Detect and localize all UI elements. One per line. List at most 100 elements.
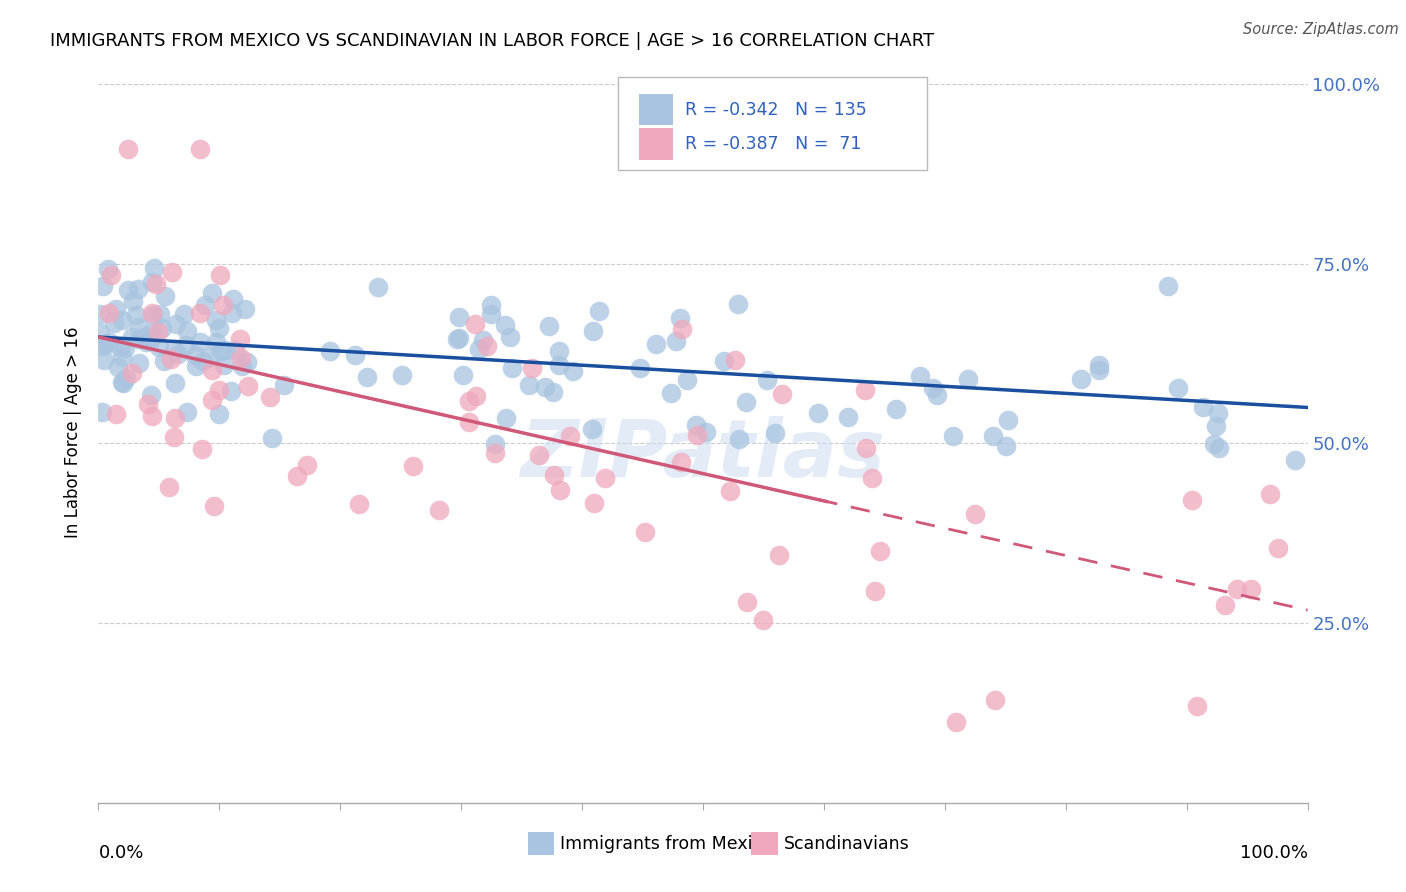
Text: Source: ZipAtlas.com: Source: ZipAtlas.com: [1243, 22, 1399, 37]
Point: [807, 406, 830, 420]
Point: [163, 376, 186, 390]
Point: [212, 298, 235, 312]
Point: [942, 429, 965, 443]
Text: R = -0.342   N = 135: R = -0.342 N = 135: [685, 101, 866, 119]
Point: [768, 548, 790, 562]
Point: [163, 430, 186, 444]
Text: Immigrants from Mexico: Immigrants from Mexico: [561, 835, 773, 853]
Point: [686, 427, 709, 442]
Point: [465, 389, 488, 403]
Point: [676, 373, 699, 387]
Point: [669, 310, 692, 325]
Point: [634, 525, 657, 540]
Point: [201, 363, 224, 377]
Text: ZIPatlas: ZIPatlas: [520, 416, 886, 494]
Point: [671, 455, 693, 469]
Point: [141, 409, 163, 424]
Point: [458, 415, 481, 429]
Point: [494, 318, 516, 332]
Point: [1157, 279, 1180, 293]
FancyBboxPatch shape: [638, 128, 673, 160]
Point: [1070, 372, 1092, 386]
Point: [139, 334, 162, 348]
Point: [273, 378, 295, 392]
Point: [522, 361, 544, 376]
Point: [983, 429, 1005, 443]
Point: [94, 338, 117, 352]
Point: [1185, 698, 1208, 713]
Point: [735, 595, 758, 609]
Point: [560, 429, 582, 443]
Point: [1088, 358, 1111, 372]
Point: [90, 339, 112, 353]
Point: [165, 317, 187, 331]
Point: [201, 392, 224, 407]
Point: [1205, 419, 1227, 434]
Point: [111, 376, 134, 391]
Point: [139, 326, 162, 340]
Point: [142, 309, 165, 323]
Point: [127, 282, 149, 296]
Point: [581, 421, 603, 435]
Point: [231, 351, 253, 366]
Point: [229, 332, 252, 346]
Point: [209, 268, 232, 283]
Point: [98, 306, 121, 320]
Point: [160, 265, 183, 279]
Point: [157, 480, 180, 494]
Point: [1206, 405, 1229, 419]
Point: [219, 384, 242, 398]
Point: [1226, 582, 1249, 597]
Point: [763, 426, 786, 441]
Point: [163, 410, 186, 425]
Point: [645, 337, 668, 351]
Point: [202, 500, 225, 514]
Point: [105, 407, 128, 421]
Point: [212, 358, 235, 372]
Point: [723, 352, 745, 367]
Point: [236, 355, 259, 369]
Point: [695, 425, 717, 439]
Point: [128, 320, 150, 334]
Point: [537, 319, 560, 334]
Point: [145, 277, 167, 291]
Point: [727, 297, 749, 311]
Point: [534, 380, 557, 394]
Point: [209, 343, 232, 358]
Point: [89, 326, 111, 341]
Text: 0.0%: 0.0%: [98, 844, 143, 862]
Point: [548, 344, 571, 359]
Point: [884, 402, 907, 417]
Point: [91, 279, 114, 293]
Point: [318, 344, 340, 359]
Point: [562, 363, 585, 377]
Point: [141, 306, 163, 320]
Point: [159, 351, 181, 366]
Point: [860, 471, 883, 485]
Point: [995, 439, 1018, 453]
Point: [869, 544, 891, 558]
Point: [191, 353, 214, 368]
Point: [173, 307, 195, 321]
Point: [200, 351, 222, 365]
Point: [1202, 437, 1225, 451]
Point: [671, 322, 693, 336]
Point: [349, 497, 371, 511]
Point: [153, 288, 176, 302]
Point: [176, 338, 198, 352]
Point: [222, 292, 245, 306]
Point: [548, 483, 571, 497]
Point: [121, 366, 143, 380]
Point: [713, 354, 735, 368]
Point: [855, 441, 877, 455]
Point: [628, 361, 651, 376]
Point: [97, 261, 120, 276]
Point: [481, 298, 503, 312]
Point: [114, 341, 136, 355]
Point: [188, 142, 211, 156]
Point: [367, 280, 389, 294]
Point: [582, 496, 605, 510]
Point: [495, 410, 517, 425]
Point: [752, 613, 775, 627]
Point: [176, 324, 198, 338]
